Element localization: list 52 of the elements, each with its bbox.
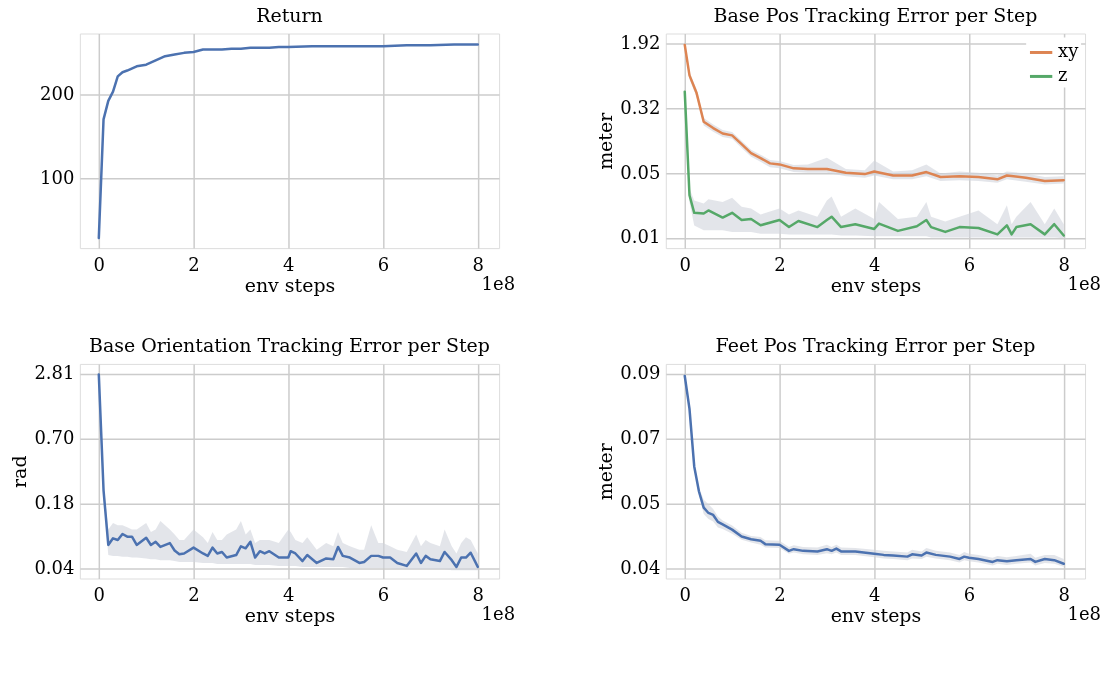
chart-title: Return — [256, 3, 323, 26]
text: 1e8 — [481, 603, 516, 625]
y-tick-label: 100 — [40, 166, 75, 188]
x-tick-label: 8 — [1058, 253, 1070, 275]
y-tick-label: 200 — [40, 82, 75, 104]
x-axis-title: env steps — [830, 273, 922, 296]
x-tick-label: 8 — [1058, 583, 1070, 605]
x-tick-label: 2 — [188, 253, 200, 275]
x-axis-title: env steps — [244, 273, 336, 296]
x-tick-label: 6 — [963, 583, 976, 605]
x-tick-label: 0 — [93, 253, 106, 275]
y-tick-label: 2.81 — [34, 362, 75, 384]
x-tick-label: 6 — [963, 253, 976, 275]
chart-title: Feet Pos Tracking Error per Step — [715, 333, 1036, 356]
line-series — [97, 43, 480, 240]
y-tick-label: 0.04 — [620, 557, 661, 579]
x-tick-label: 2 — [188, 583, 200, 605]
y-tick-label: 0.32 — [620, 96, 661, 118]
x-tick-label: 2 — [774, 253, 786, 275]
y-tick-label: 0.01 — [620, 226, 661, 248]
y-tick-label: 0.09 — [620, 362, 661, 384]
text: 1e8 — [481, 273, 516, 295]
x-tick-label: 0 — [679, 583, 691, 605]
x-tick-label: 8 — [472, 253, 484, 275]
x-tick-label: 4 — [869, 583, 881, 605]
x-tick-label: 2 — [774, 583, 786, 605]
y-axis-title: meter — [594, 111, 617, 170]
y-tick-label: 0.70 — [34, 427, 75, 449]
legend-label: z — [1058, 64, 1068, 86]
x-axis-title: env steps — [244, 603, 336, 626]
y-axis-title: rad — [8, 455, 31, 488]
x-tick-label: 8 — [472, 583, 484, 605]
x-tick-label: 4 — [869, 253, 881, 275]
x-tick-label: 4 — [283, 253, 295, 275]
legend-label: xy — [1058, 40, 1080, 62]
y-tick-label: 1.92 — [620, 32, 661, 54]
y-tick-label: 0.18 — [34, 491, 75, 513]
text: 1e8 — [1067, 603, 1102, 625]
chart-title: Base Orientation Tracking Error per Step — [89, 333, 490, 356]
x-tick-label: 6 — [377, 253, 390, 275]
y-axis-title: meter — [594, 442, 617, 501]
y-tick-label: 0.05 — [620, 161, 661, 183]
x-axis-title: env steps — [830, 603, 922, 626]
y-tick-label: 0.04 — [34, 556, 75, 578]
y-tick-label: 0.05 — [620, 491, 661, 513]
x-tick-label: 6 — [377, 583, 390, 605]
y-tick-label: 0.07 — [620, 427, 661, 448]
x-tick-label: 0 — [93, 583, 106, 605]
x-tick-label: 0 — [679, 253, 691, 275]
text: 1e8 — [1067, 273, 1102, 295]
x-tick-label: 4 — [283, 583, 295, 605]
chart-title: Base Pos Tracking Error per Step — [713, 3, 1038, 26]
